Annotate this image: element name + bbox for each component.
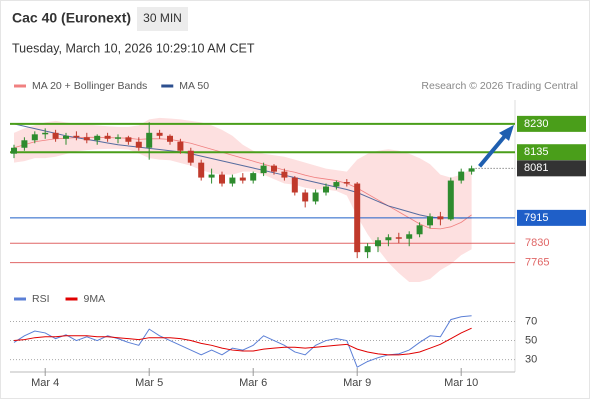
level-label: 7830 bbox=[525, 237, 549, 249]
level-label: 8230 bbox=[524, 118, 548, 130]
legend-label: MA 50 bbox=[179, 80, 209, 92]
candle-body bbox=[260, 165, 267, 174]
candle-body bbox=[11, 147, 17, 154]
y-tick-label: 30 bbox=[525, 353, 537, 365]
candle-body bbox=[343, 182, 350, 184]
candle-body bbox=[219, 174, 225, 184]
y-tick-label: 50 bbox=[525, 334, 537, 346]
candle-body bbox=[416, 225, 423, 235]
candle-body bbox=[375, 240, 381, 247]
candle-body bbox=[125, 137, 132, 142]
candle-body bbox=[354, 183, 361, 253]
legend-label: RSI bbox=[32, 293, 50, 305]
candle-body bbox=[395, 237, 402, 239]
candle-body bbox=[135, 141, 142, 148]
candle-body bbox=[427, 216, 433, 226]
level-label: 8135 bbox=[524, 146, 548, 158]
x-tick-label: Mar 6 bbox=[239, 377, 267, 389]
timeframe-box bbox=[137, 7, 188, 31]
candle-body bbox=[167, 135, 173, 142]
candle-body bbox=[115, 137, 121, 139]
level-label: 7915 bbox=[524, 212, 548, 224]
candle-body bbox=[291, 177, 298, 193]
x-tick-label: Mar 4 bbox=[31, 377, 59, 389]
source: Research © 2026 Trading Central bbox=[421, 80, 578, 92]
candle-body bbox=[229, 177, 236, 184]
title: Cac 40 (Euronext) bbox=[12, 10, 131, 26]
candle-body bbox=[468, 168, 475, 172]
datetime: Tuesday, March 10, 2026 10:29:10 AM CET bbox=[12, 41, 255, 55]
candle-body bbox=[42, 132, 49, 135]
candle-body bbox=[333, 182, 340, 187]
x-tick-label: Mar 10 bbox=[444, 377, 478, 389]
candle-body bbox=[447, 180, 454, 220]
candle-body bbox=[312, 192, 319, 202]
candle-body bbox=[208, 174, 215, 178]
candle-body bbox=[146, 132, 153, 148]
candle-body bbox=[177, 141, 184, 151]
candle-body bbox=[52, 132, 59, 139]
indicator-line bbox=[13, 327, 472, 356]
candle-body bbox=[156, 132, 163, 136]
candle-body bbox=[385, 237, 392, 241]
candle-body bbox=[187, 150, 194, 163]
moving-average bbox=[13, 136, 472, 230]
candle-body bbox=[21, 140, 28, 148]
candle-body bbox=[302, 192, 309, 202]
x-tick-label: Mar 5 bbox=[135, 377, 163, 389]
candle-body bbox=[239, 177, 246, 181]
last-price-box bbox=[517, 160, 586, 177]
level-box bbox=[517, 115, 586, 132]
legend-label: MA 20 + Bollinger Bands bbox=[32, 80, 147, 92]
candle-body bbox=[271, 165, 277, 172]
candle-body bbox=[94, 135, 101, 141]
indicator-line bbox=[13, 315, 472, 368]
level-box bbox=[517, 144, 586, 161]
candle-body bbox=[73, 135, 80, 138]
candle-body bbox=[104, 135, 111, 139]
last-price-label: 8081 bbox=[524, 162, 548, 174]
candle-body bbox=[437, 216, 444, 220]
candle-body bbox=[250, 173, 257, 181]
arrow-head bbox=[499, 124, 514, 141]
candle-body bbox=[198, 162, 205, 178]
x-tick-label: Mar 9 bbox=[343, 377, 371, 389]
candle-body bbox=[63, 135, 69, 139]
candle-body bbox=[406, 234, 413, 239]
level-box bbox=[517, 209, 586, 226]
legend-label: 9MA bbox=[84, 293, 106, 305]
candle-body bbox=[83, 137, 90, 141]
level-label: 7765 bbox=[525, 257, 549, 269]
timeframe: 30 MIN bbox=[143, 11, 182, 25]
y-tick-label: 70 bbox=[525, 315, 537, 327]
candle-body bbox=[281, 171, 288, 178]
candle-body bbox=[323, 186, 329, 193]
bollinger-band bbox=[14, 117, 472, 283]
projection-arrow bbox=[478, 134, 507, 168]
candle-body bbox=[364, 246, 371, 253]
candle-body bbox=[31, 134, 38, 141]
moving-average bbox=[13, 123, 472, 219]
candle-body bbox=[458, 171, 465, 181]
